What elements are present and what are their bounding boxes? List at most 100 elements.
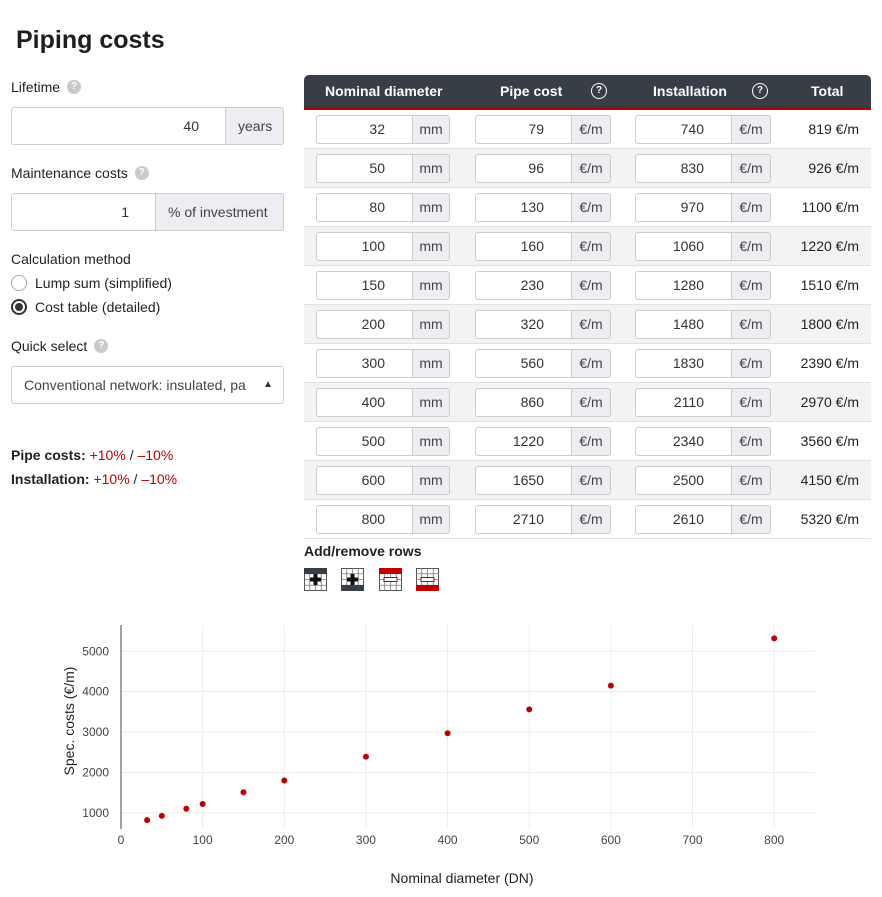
pipe-cost-input[interactable]: 79 (475, 115, 571, 144)
pipe-cost-input[interactable]: 230 (475, 271, 571, 300)
installation-plus-link[interactable]: +10% (93, 471, 130, 487)
installation-input[interactable]: 2110 (635, 388, 731, 417)
data-point[interactable] (144, 817, 151, 824)
diameter-group: 100 mm (316, 232, 450, 261)
installation-unit: €/m (731, 271, 771, 300)
installation-input[interactable]: 2340 (635, 427, 731, 456)
pipe-cost-input[interactable]: 96 (475, 154, 571, 183)
installation-input[interactable]: 2500 (635, 466, 731, 495)
pipe-cost-group: 1650 €/m (475, 466, 611, 495)
diameter-input[interactable]: 200 (316, 310, 412, 339)
installation-input[interactable]: 740 (635, 115, 731, 144)
installation-group: 2110 €/m (635, 388, 771, 417)
data-point[interactable] (158, 812, 165, 819)
data-point[interactable] (444, 730, 451, 737)
installation-minus-link[interactable]: –10% (141, 471, 178, 487)
data-point[interactable] (526, 706, 533, 713)
pipe-cost-group: 560 €/m (475, 349, 611, 378)
x-tick-label: 100 (193, 833, 213, 847)
pipe-cost-input[interactable]: 1650 (475, 466, 571, 495)
diameter-input[interactable]: 50 (316, 154, 412, 183)
pipe-cost-input[interactable]: 130 (475, 193, 571, 222)
pipe-cost-group: 130 €/m (475, 193, 611, 222)
diameter-input[interactable]: 600 (316, 466, 412, 495)
diameter-input[interactable]: 300 (316, 349, 412, 378)
table-row: 200 mm 320 €/m 1480 €/m 1800 €/m (304, 305, 871, 344)
maintenance-unit: % of investment (155, 193, 284, 231)
quick-select-dropdown[interactable]: Conventional network: insulated, pa ▲▼ (11, 366, 284, 404)
pipe-cost-group: 860 €/m (475, 388, 611, 417)
radio-lump-sum[interactable]: Lump sum (simplified) (11, 275, 172, 291)
remove-row-below-icon[interactable] (416, 568, 439, 591)
pipe-cost-help-icon[interactable]: ? (591, 83, 607, 99)
installation-help-icon[interactable]: ? (752, 83, 768, 99)
installation-group: 2340 €/m (635, 427, 771, 456)
x-axis-label: Nominal diameter (DN) (390, 870, 533, 886)
diameter-unit: mm (412, 271, 450, 300)
data-point[interactable] (281, 777, 288, 784)
diameter-input[interactable]: 800 (316, 505, 412, 534)
quick-select-value: Conventional network: insulated, pa (24, 377, 246, 393)
row-total: 926 €/m (808, 160, 859, 176)
help-icon[interactable]: ? (94, 339, 109, 353)
help-icon[interactable]: ? (67, 80, 82, 94)
calc-method-label: Calculation method (11, 251, 131, 267)
header-total: Total (811, 83, 844, 99)
pipe-cost-input[interactable]: 560 (475, 349, 571, 378)
diameter-input[interactable]: 400 (316, 388, 412, 417)
add-row-above-icon[interactable] (304, 568, 327, 591)
pipe-plus-link[interactable]: +10% (89, 447, 126, 463)
radio-cost-table[interactable]: Cost table (detailed) (11, 299, 160, 315)
diameter-unit: mm (412, 505, 450, 534)
cost-chart: 0 100 200 300 400 500 600 700 800 1000 2000 3000 400… (61, 625, 815, 886)
header-nominal-diameter: Nominal diameter (325, 83, 443, 99)
data-point[interactable] (771, 635, 778, 642)
remove-row-above-icon[interactable] (379, 568, 402, 591)
help-icon[interactable]: ? (134, 166, 149, 180)
pipe-cost-group: 96 €/m (475, 154, 611, 183)
pipe-cost-input[interactable]: 320 (475, 310, 571, 339)
data-point[interactable] (183, 805, 190, 812)
add-row-below-icon[interactable] (341, 568, 364, 591)
data-point[interactable] (362, 753, 369, 760)
data-point[interactable] (607, 682, 614, 689)
add-remove-rows-label: Add/remove rows (304, 543, 422, 559)
diameter-input[interactable]: 500 (316, 427, 412, 456)
data-point[interactable] (199, 800, 206, 807)
y-tick-label: 5000 (82, 644, 109, 658)
installation-input[interactable]: 1830 (635, 349, 731, 378)
data-point[interactable] (240, 789, 247, 796)
radio-unchecked-icon[interactable] (11, 275, 27, 291)
radio-lump-sum-label: Lump sum (simplified) (35, 275, 172, 291)
pipe-minus-link[interactable]: –10% (137, 447, 174, 463)
row-total: 4150 €/m (800, 472, 859, 488)
installation-unit: €/m (731, 310, 771, 339)
diameter-input[interactable]: 80 (316, 193, 412, 222)
pipe-cost-group: 160 €/m (475, 232, 611, 261)
lifetime-input[interactable]: 40 (11, 107, 225, 145)
pipe-cost-input[interactable]: 160 (475, 232, 571, 261)
installation-group: 740 €/m (635, 115, 771, 144)
x-tick-label: 800 (764, 833, 784, 847)
diameter-input[interactable]: 150 (316, 271, 412, 300)
pipe-cost-input[interactable]: 860 (475, 388, 571, 417)
installation-input[interactable]: 1280 (635, 271, 731, 300)
installation-input[interactable]: 2610 (635, 505, 731, 534)
installation-input[interactable]: 1480 (635, 310, 731, 339)
installation-input[interactable]: 830 (635, 154, 731, 183)
radio-cost-table-label: Cost table (detailed) (35, 299, 161, 315)
table-row: 100 mm 160 €/m 1060 €/m 1220 €/m (304, 227, 871, 266)
pipe-cost-input[interactable]: 1220 (475, 427, 571, 456)
diameter-input[interactable]: 100 (316, 232, 412, 261)
diameter-input[interactable]: 32 (316, 115, 412, 144)
installation-unit: €/m (731, 349, 771, 378)
installation-input[interactable]: 970 (635, 193, 731, 222)
table-row: 32 mm 79 €/m 740 €/m 819 €/m (304, 110, 871, 149)
diameter-unit: mm (412, 154, 450, 183)
maintenance-input[interactable]: 1 (11, 193, 155, 231)
installation-input[interactable]: 1060 (635, 232, 731, 261)
pipe-cost-group: 2710 €/m (475, 505, 611, 534)
cost-table-header: Nominal diameter Pipe cost ? Installatio… (304, 75, 871, 110)
pipe-cost-input[interactable]: 2710 (475, 505, 571, 534)
radio-checked-icon[interactable] (11, 299, 27, 315)
